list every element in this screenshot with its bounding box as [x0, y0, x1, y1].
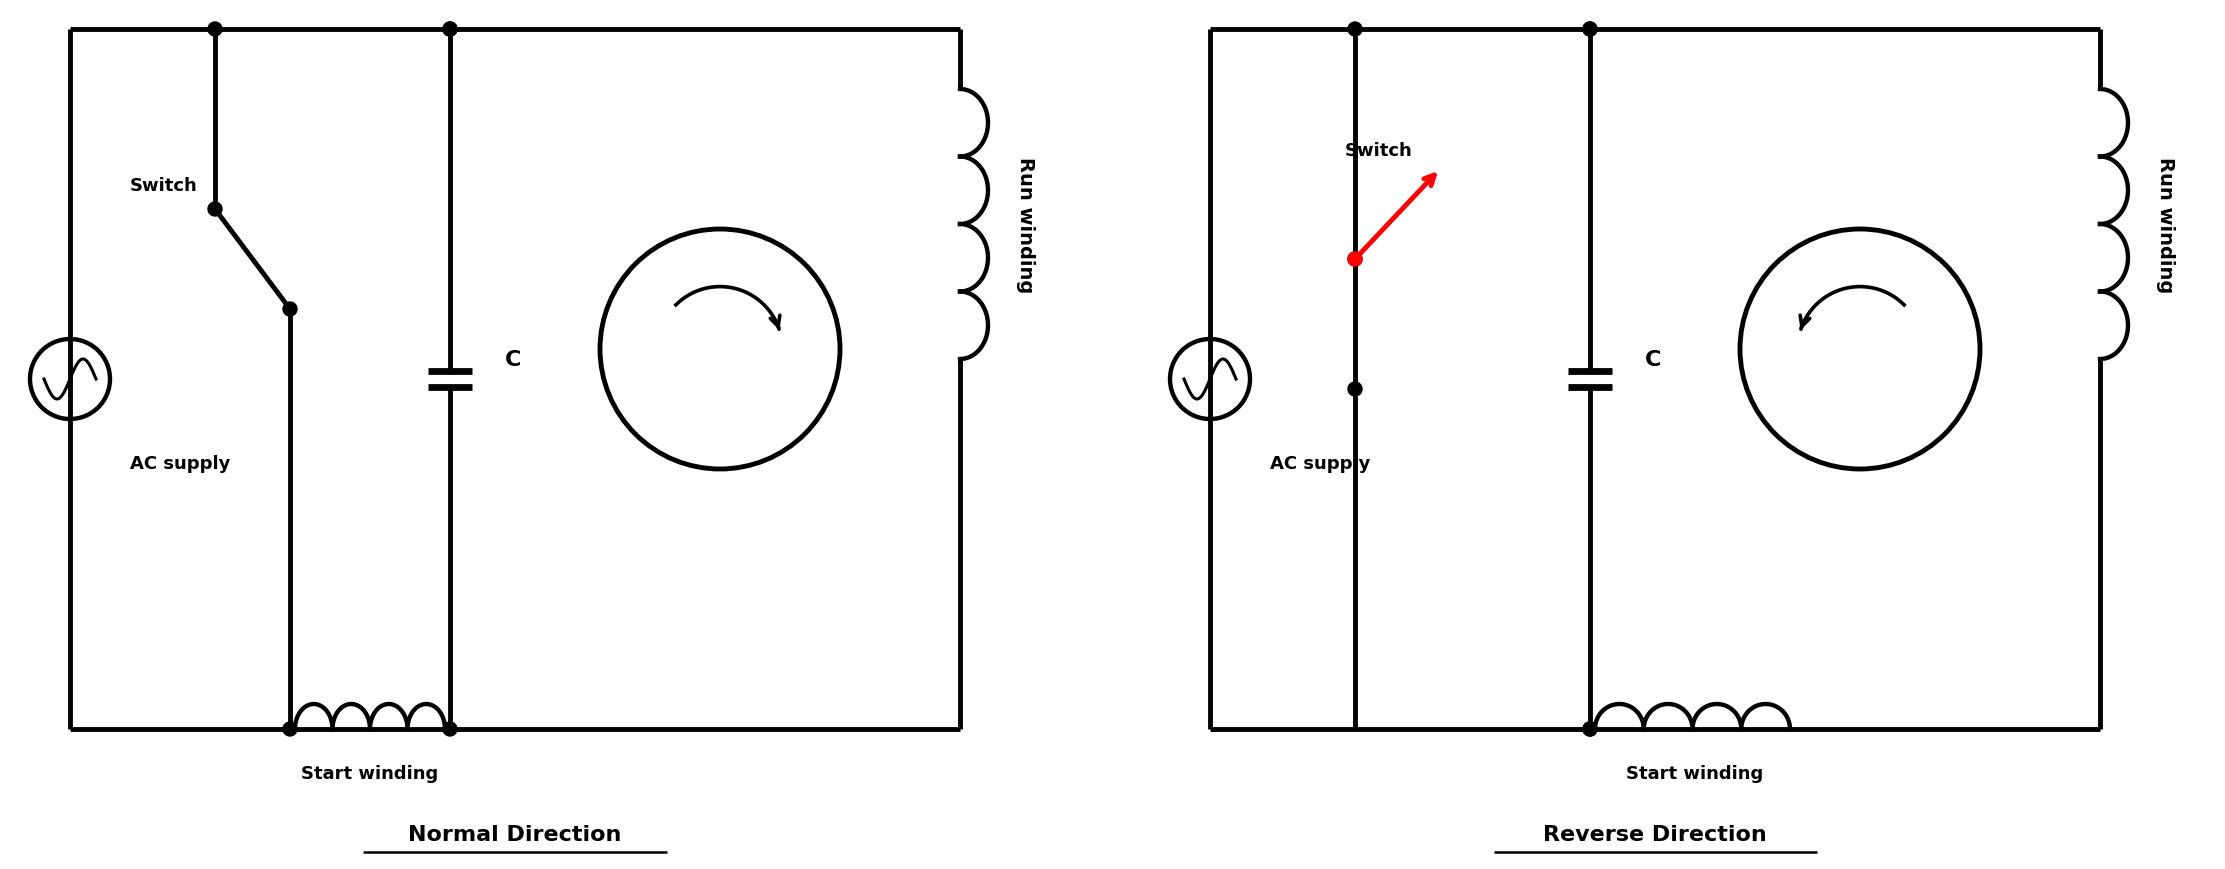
- Text: Start winding: Start winding: [300, 764, 438, 782]
- Text: AC supply: AC supply: [129, 454, 231, 473]
- Circle shape: [1582, 722, 1598, 736]
- Text: Switch: Switch: [129, 176, 198, 195]
- Circle shape: [1582, 23, 1598, 37]
- Circle shape: [283, 722, 296, 736]
- Circle shape: [1582, 722, 1598, 736]
- Circle shape: [443, 722, 456, 736]
- Text: Normal Direction: Normal Direction: [409, 824, 621, 844]
- Circle shape: [1348, 253, 1362, 267]
- Circle shape: [1348, 253, 1362, 267]
- Circle shape: [443, 23, 456, 37]
- Circle shape: [283, 302, 296, 316]
- Circle shape: [207, 23, 223, 37]
- Circle shape: [207, 202, 223, 216]
- Text: C: C: [505, 349, 521, 369]
- Text: Run winding: Run winding: [2156, 156, 2174, 293]
- Circle shape: [443, 23, 456, 37]
- Text: Switch: Switch: [1344, 142, 1413, 160]
- Text: Reverse Direction: Reverse Direction: [1544, 824, 1767, 844]
- Circle shape: [1348, 23, 1362, 37]
- Text: AC supply: AC supply: [1270, 454, 1371, 473]
- Text: Start winding: Start winding: [1626, 764, 1764, 782]
- Text: Run winding: Run winding: [1015, 156, 1035, 293]
- Text: C: C: [1644, 349, 1662, 369]
- Circle shape: [1348, 382, 1362, 396]
- Circle shape: [1582, 23, 1598, 37]
